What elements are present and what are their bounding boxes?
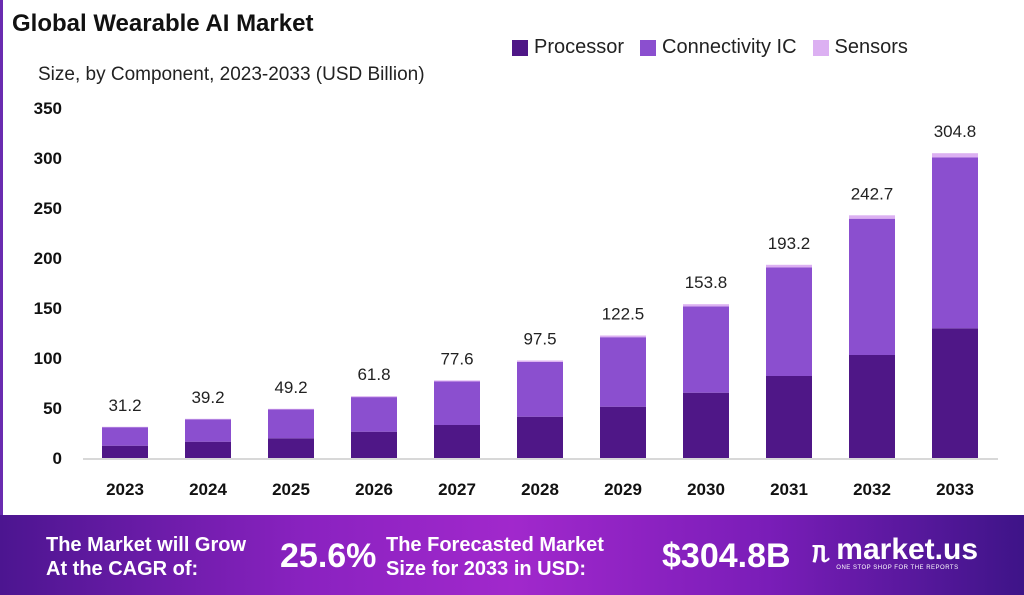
x-tick-label: 2026	[355, 480, 393, 499]
bar-processor	[766, 376, 812, 458]
bar-connectivity-ic	[268, 409, 314, 439]
bar-connectivity-ic	[185, 419, 231, 442]
y-tick-label: 0	[53, 449, 62, 468]
bar-connectivity-ic	[683, 306, 729, 393]
data-label: 153.8	[685, 273, 728, 292]
legend-label: Connectivity IC	[662, 36, 797, 58]
data-label: 193.2	[768, 234, 811, 253]
data-label: 242.7	[851, 184, 894, 203]
bar-connectivity-ic	[102, 427, 148, 446]
y-tick-label: 250	[34, 199, 62, 218]
bar-processor	[268, 438, 314, 458]
forecast-value: $304.8B	[662, 537, 791, 575]
y-tick-label: 100	[34, 349, 62, 368]
forecast-label: The Forecasted Market Size for 2033 in U…	[386, 533, 604, 581]
chart-title: Global Wearable AI Market	[12, 10, 314, 37]
x-tick-label: 2027	[438, 480, 476, 499]
logo-mark-icon: ᥰ	[812, 536, 831, 569]
y-tick-label: 350	[34, 99, 62, 118]
bar-sensors	[932, 153, 978, 158]
x-tick-label: 2030	[687, 480, 725, 499]
chart-subtitle: Size, by Component, 2023-2033 (USD Billi…	[38, 64, 425, 85]
legend-item-sensors: Sensors	[812, 36, 908, 59]
forecast-label-line2: Size for 2033 in USD:	[386, 558, 587, 580]
bar-connectivity-ic	[932, 157, 978, 329]
data-label: 31.2	[108, 396, 141, 415]
bar-processor	[351, 431, 397, 458]
data-label: 61.8	[357, 365, 390, 384]
legend-label: Sensors	[834, 36, 908, 58]
bar-sensors	[268, 408, 314, 410]
bar-connectivity-ic	[600, 337, 646, 407]
data-label: 49.2	[274, 378, 307, 397]
x-tick-label: 2031	[770, 480, 808, 499]
bar-connectivity-ic	[434, 381, 480, 425]
legend-swatch	[812, 39, 829, 56]
bar-connectivity-ic	[849, 218, 895, 355]
legend-item-processor: Processor	[512, 36, 624, 59]
bar-sensors	[849, 215, 895, 219]
x-tick-label: 2025	[272, 480, 310, 499]
bar-processor	[849, 355, 895, 458]
y-tick-label: 50	[43, 399, 62, 418]
x-tick-label: 2023	[106, 480, 144, 499]
x-tick-label: 2029	[604, 480, 642, 499]
bar-connectivity-ic	[766, 267, 812, 376]
bar-sensors	[683, 304, 729, 307]
x-tick-label: 2032	[853, 480, 891, 499]
bar-sensors	[185, 418, 231, 420]
y-tick-label: 150	[34, 299, 62, 318]
cagr-label: The Market will Grow At the CAGR of:	[46, 533, 246, 581]
logo-tagline: ONE STOP SHOP FOR THE REPORTS	[836, 565, 959, 571]
legend-swatch	[640, 39, 657, 56]
bar-processor	[932, 328, 978, 458]
bar-connectivity-ic	[351, 397, 397, 432]
footer-banner: The Market will Grow At the CAGR of: 25.…	[0, 515, 1024, 595]
logo-name: market.us	[836, 533, 979, 566]
x-tick-label: 2024	[189, 480, 227, 499]
data-label: 39.2	[191, 388, 224, 407]
bar-sensors	[351, 396, 397, 398]
legend-item-connectivity: Connectivity IC	[640, 36, 797, 59]
data-label: 122.5	[602, 305, 645, 324]
bar-processor	[185, 441, 231, 458]
market-us-logo: ᥰ market.us ONE STOP SHOP FOR THE REPORT…	[812, 533, 979, 572]
legend-label: Processor	[534, 36, 625, 58]
y-tick-label: 300	[34, 149, 62, 168]
bar-processor	[683, 392, 729, 458]
data-label: 97.5	[523, 330, 556, 349]
chart-frame	[0, 0, 3, 515]
cagr-value: 25.6%	[280, 537, 377, 575]
bar-sensors	[517, 360, 563, 362]
legend: Processor Connectivity IC Sensors	[512, 36, 908, 59]
data-label: 77.6	[440, 349, 473, 368]
bar-sensors	[766, 264, 812, 268]
legend-swatch	[512, 39, 528, 56]
bar-sensors	[600, 335, 646, 338]
x-tick-label: 2033	[936, 480, 974, 499]
cagr-label-line1: The Market will Grow	[46, 534, 247, 556]
bar-processor	[600, 406, 646, 458]
forecast-label-line1: The Forecasted Market	[386, 534, 604, 556]
data-label: 304.8	[934, 122, 977, 141]
bar-sensors	[434, 380, 480, 382]
cagr-label-line2: At the CAGR of:	[46, 558, 199, 580]
bar-connectivity-ic	[517, 361, 563, 417]
y-tick-label: 200	[34, 249, 62, 268]
bar-chart: 0 50 100 150 200 250 300 350 31.2 2023 39.2 2024 49.…	[34, 99, 998, 499]
bar-processor	[102, 445, 148, 458]
x-tick-label: 2028	[521, 480, 559, 499]
bar-processor	[517, 416, 563, 458]
bar-processor	[434, 425, 480, 458]
